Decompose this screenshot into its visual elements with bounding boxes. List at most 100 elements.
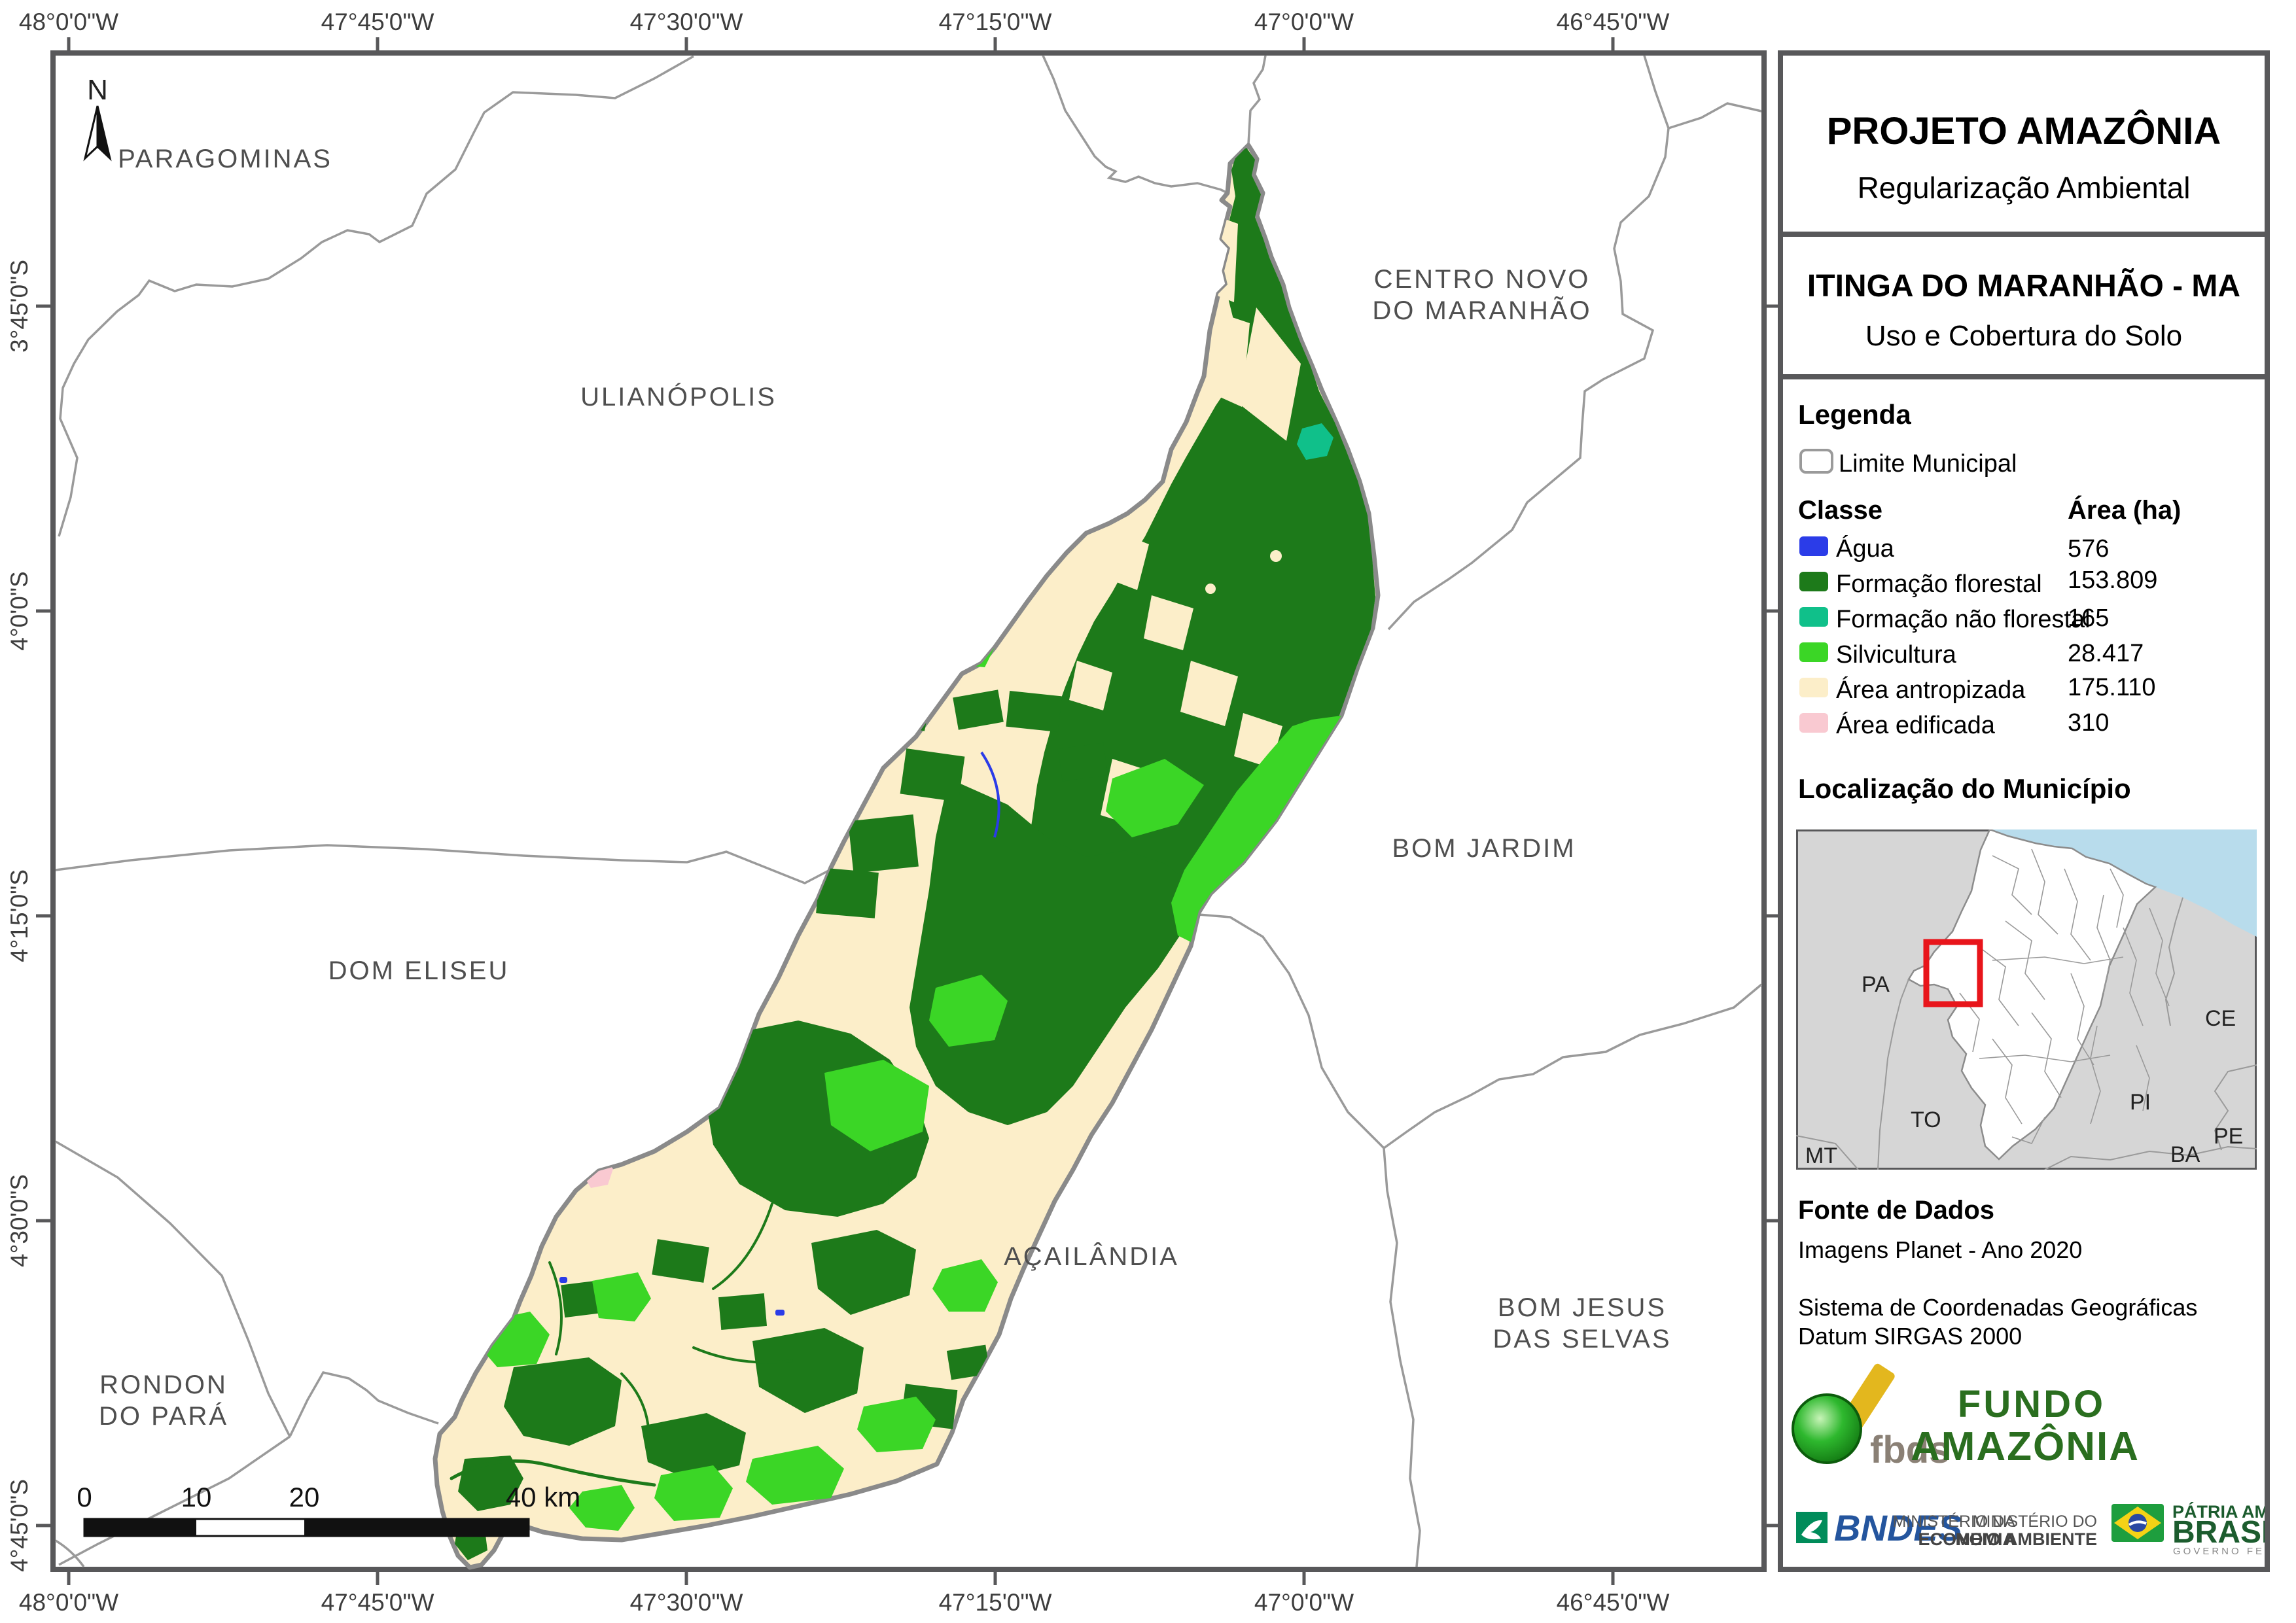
bndes-wordmark: BNDES [1834, 1507, 1962, 1548]
scale-bar: 0 10 20 40 km [77, 1482, 580, 1537]
ministerio-economia-logo: MINISTÉRIO DA ECONOMIA [1892, 1512, 2015, 1549]
legend-area-area-edificada: 310 [2068, 709, 2110, 737]
locator-heading: Localização do Município [1798, 773, 2131, 804]
fundo-line1: FUNDO [1958, 1383, 2106, 1425]
legend-swatch-agua [1799, 536, 1828, 556]
legend-area-agua: 576 [2068, 535, 2110, 563]
label-rondon-2: DO PARÁ [99, 1401, 228, 1431]
locator-label-pi: PI [2130, 1090, 2151, 1115]
coord-top-5: 46°45'0"W [1557, 9, 1670, 35]
legend-label-area-antropizada: Área antropizada [1836, 676, 2026, 704]
label-rondon-1: RONDON [99, 1370, 228, 1399]
legend-swatch-silvicultura [1799, 642, 1828, 662]
coord-bottom-3: 47°15'0"W [939, 1589, 1052, 1616]
locator-label-pa: PA [1862, 972, 1890, 997]
fbds-logo: fbds [1792, 1363, 1950, 1471]
legend-label-area-edificada: Área edificada [1836, 712, 1995, 739]
source-heading: Fonte de Dados [1798, 1196, 1995, 1225]
locator-maranhao-shape [1907, 829, 2157, 1161]
municipality-title: ITINGA DO MARANHÃO - MA [1807, 269, 2241, 304]
fundo-amazonia-logo: FUNDO AMAZÔNIA [1911, 1383, 2140, 1469]
coord-top-4: 47°0'0"W [1254, 9, 1354, 35]
legend-label-agua: Água [1836, 535, 1894, 563]
coord-bottom-1: 47°45'0"W [321, 1589, 434, 1616]
label-bom-jesus-2: DAS SELVAS [1492, 1325, 1671, 1353]
coord-top-3: 47°15'0"W [939, 9, 1052, 35]
brasil-text: BRASIL [2172, 1515, 2265, 1550]
source-line-3: Datum SIRGAS 2000 [1798, 1323, 2022, 1350]
legend-panel: Legenda Limite Municipal Classe Área (ha… [1783, 379, 2265, 1567]
scale-label-10: 10 [181, 1482, 212, 1512]
graticule-ticks [36, 37, 1781, 1585]
scale-label-20: 20 [289, 1482, 320, 1512]
neighbor-boundaries [55, 55, 1763, 1568]
legend-swatch-formacao-florestal [1799, 572, 1828, 591]
ministerio-meio-ambiente-line1: MINISTÉRIO DO [1973, 1512, 2097, 1531]
north-arrow: N [83, 74, 112, 162]
coord-left-1: 4°0'0"S [6, 571, 33, 650]
ministerio-economia-line2: ECONOMIA [1918, 1529, 2016, 1549]
coord-left-4: 4°45'0"S [6, 1479, 33, 1572]
locator-state-lines [1796, 897, 2257, 1170]
coord-bottom-2: 47°30'0"W [630, 1589, 743, 1616]
fbds-wordmark: fbds [1870, 1429, 1950, 1471]
locator-label-to: TO [1911, 1108, 1941, 1132]
coordinate-labels: 48°0'0"W 47°45'0"W 47°30'0"W 47°15'0"W 4… [6, 9, 1669, 1616]
project-subtitle: Regularização Ambiental [1857, 171, 2191, 205]
ministerio-meio-ambiente-line2: MEIO AMBIENTE [1955, 1529, 2097, 1549]
map-type-title: Uso e Cobertura do Solo [1865, 320, 2183, 352]
locator-label-mt: MT [1805, 1143, 1837, 1168]
locator-label-pe: PE [2214, 1124, 2243, 1149]
source-line-2: Sistema de Coordenadas Geográficas [1798, 1294, 2198, 1321]
limite-municipal-swatch [1799, 449, 1833, 474]
coord-left-2: 4°15'0"S [6, 869, 33, 962]
locator-label-ba: BA [2170, 1142, 2200, 1167]
project-title: PROJETO AMAZÔNIA [1826, 110, 2221, 152]
legend-label-formacao-florestal: Formação florestal [1836, 570, 2042, 598]
locator-label-ce: CE [2205, 1006, 2236, 1031]
coord-bottom-5: 46°45'0"W [1557, 1589, 1670, 1616]
legend-label-silvicultura: Silvicultura [1836, 641, 1956, 669]
legend-area-formacao-nao-florestal: 165 [2068, 604, 2110, 632]
sidebar: PROJETO AMAZÔNIA Regularização Ambiental… [1778, 50, 2270, 1572]
label-ulianopolis: ULIANÓPOLIS [580, 382, 777, 411]
governo-federal-text: GOVERNO FEDERAL [2173, 1546, 2265, 1557]
source-line-1: Imagens Planet - Ano 2020 [1798, 1236, 2083, 1263]
legend-swatch-area-antropizada [1799, 678, 1828, 697]
scale-label-0: 0 [77, 1482, 92, 1512]
title-panel: PROJETO AMAZÔNIA Regularização Ambiental [1783, 56, 2265, 237]
legend-area-area-antropizada: 175.110 [2068, 674, 2156, 701]
coord-top-1: 47°45'0"W [321, 9, 434, 35]
legend-swatch-formacao-nao-florestal [1799, 607, 1828, 627]
landcover-patches [450, 148, 1375, 1560]
locator-municipal-mesh [1959, 848, 2170, 1144]
label-centro-novo-1: CENTRO NOVO [1374, 265, 1591, 294]
fbds-sphere-icon [1792, 1393, 1862, 1464]
locator-map: PA CE PI PE BA TO MT [1796, 829, 2257, 1170]
bndes-logo: BNDES [1796, 1507, 1962, 1548]
locator-highlight-box [1923, 939, 1983, 1007]
label-bom-jardim: BOM JARDIM [1392, 834, 1576, 863]
legend-area-formacao-florestal: 153.809 [2068, 567, 2158, 594]
legend-label-formacao-nao-florestal: Formação não florestal [1836, 606, 2091, 633]
coord-bottom-0: 48°0'0"W [19, 1589, 118, 1616]
legend-area-header: Área (ha) [2068, 496, 2181, 525]
locator-ocean [1990, 829, 2257, 937]
fundo-line2: AMAZÔNIA [1911, 1424, 2140, 1469]
coord-bottom-4: 47°0'0"W [1254, 1589, 1354, 1616]
label-dom-eliseu: DOM ELISEU [328, 956, 510, 985]
logos-strip: fbds FUNDO AMAZÔNIA BNDES MINISTÉRIO DA … [1792, 1363, 2265, 1557]
coord-top-0: 48°0'0"W [19, 9, 118, 35]
patria-amada-text: PÁTRIA AMADA [2172, 1501, 2265, 1522]
scale-label-40km: 40 km [506, 1482, 580, 1512]
coord-left-0: 3°45'0"S [6, 260, 33, 353]
legend-area-silvicultura: 28.417 [2068, 640, 2144, 667]
north-arrow-label: N [87, 74, 108, 106]
label-acailandia: AÇAILÂNDIA [1004, 1242, 1179, 1271]
legend-heading: Legenda [1798, 399, 1911, 430]
municipality-panel: ITINGA DO MARANHÃO - MA Uso e Cobertura … [1783, 237, 2265, 379]
governo-federal-logo: PÁTRIA AMADA BRASIL GOVERNO FEDERAL [2111, 1501, 2265, 1557]
label-bom-jesus-1: BOM JESUS [1498, 1293, 1667, 1322]
label-centro-novo-2: DO MARANHÃO [1372, 296, 1591, 325]
